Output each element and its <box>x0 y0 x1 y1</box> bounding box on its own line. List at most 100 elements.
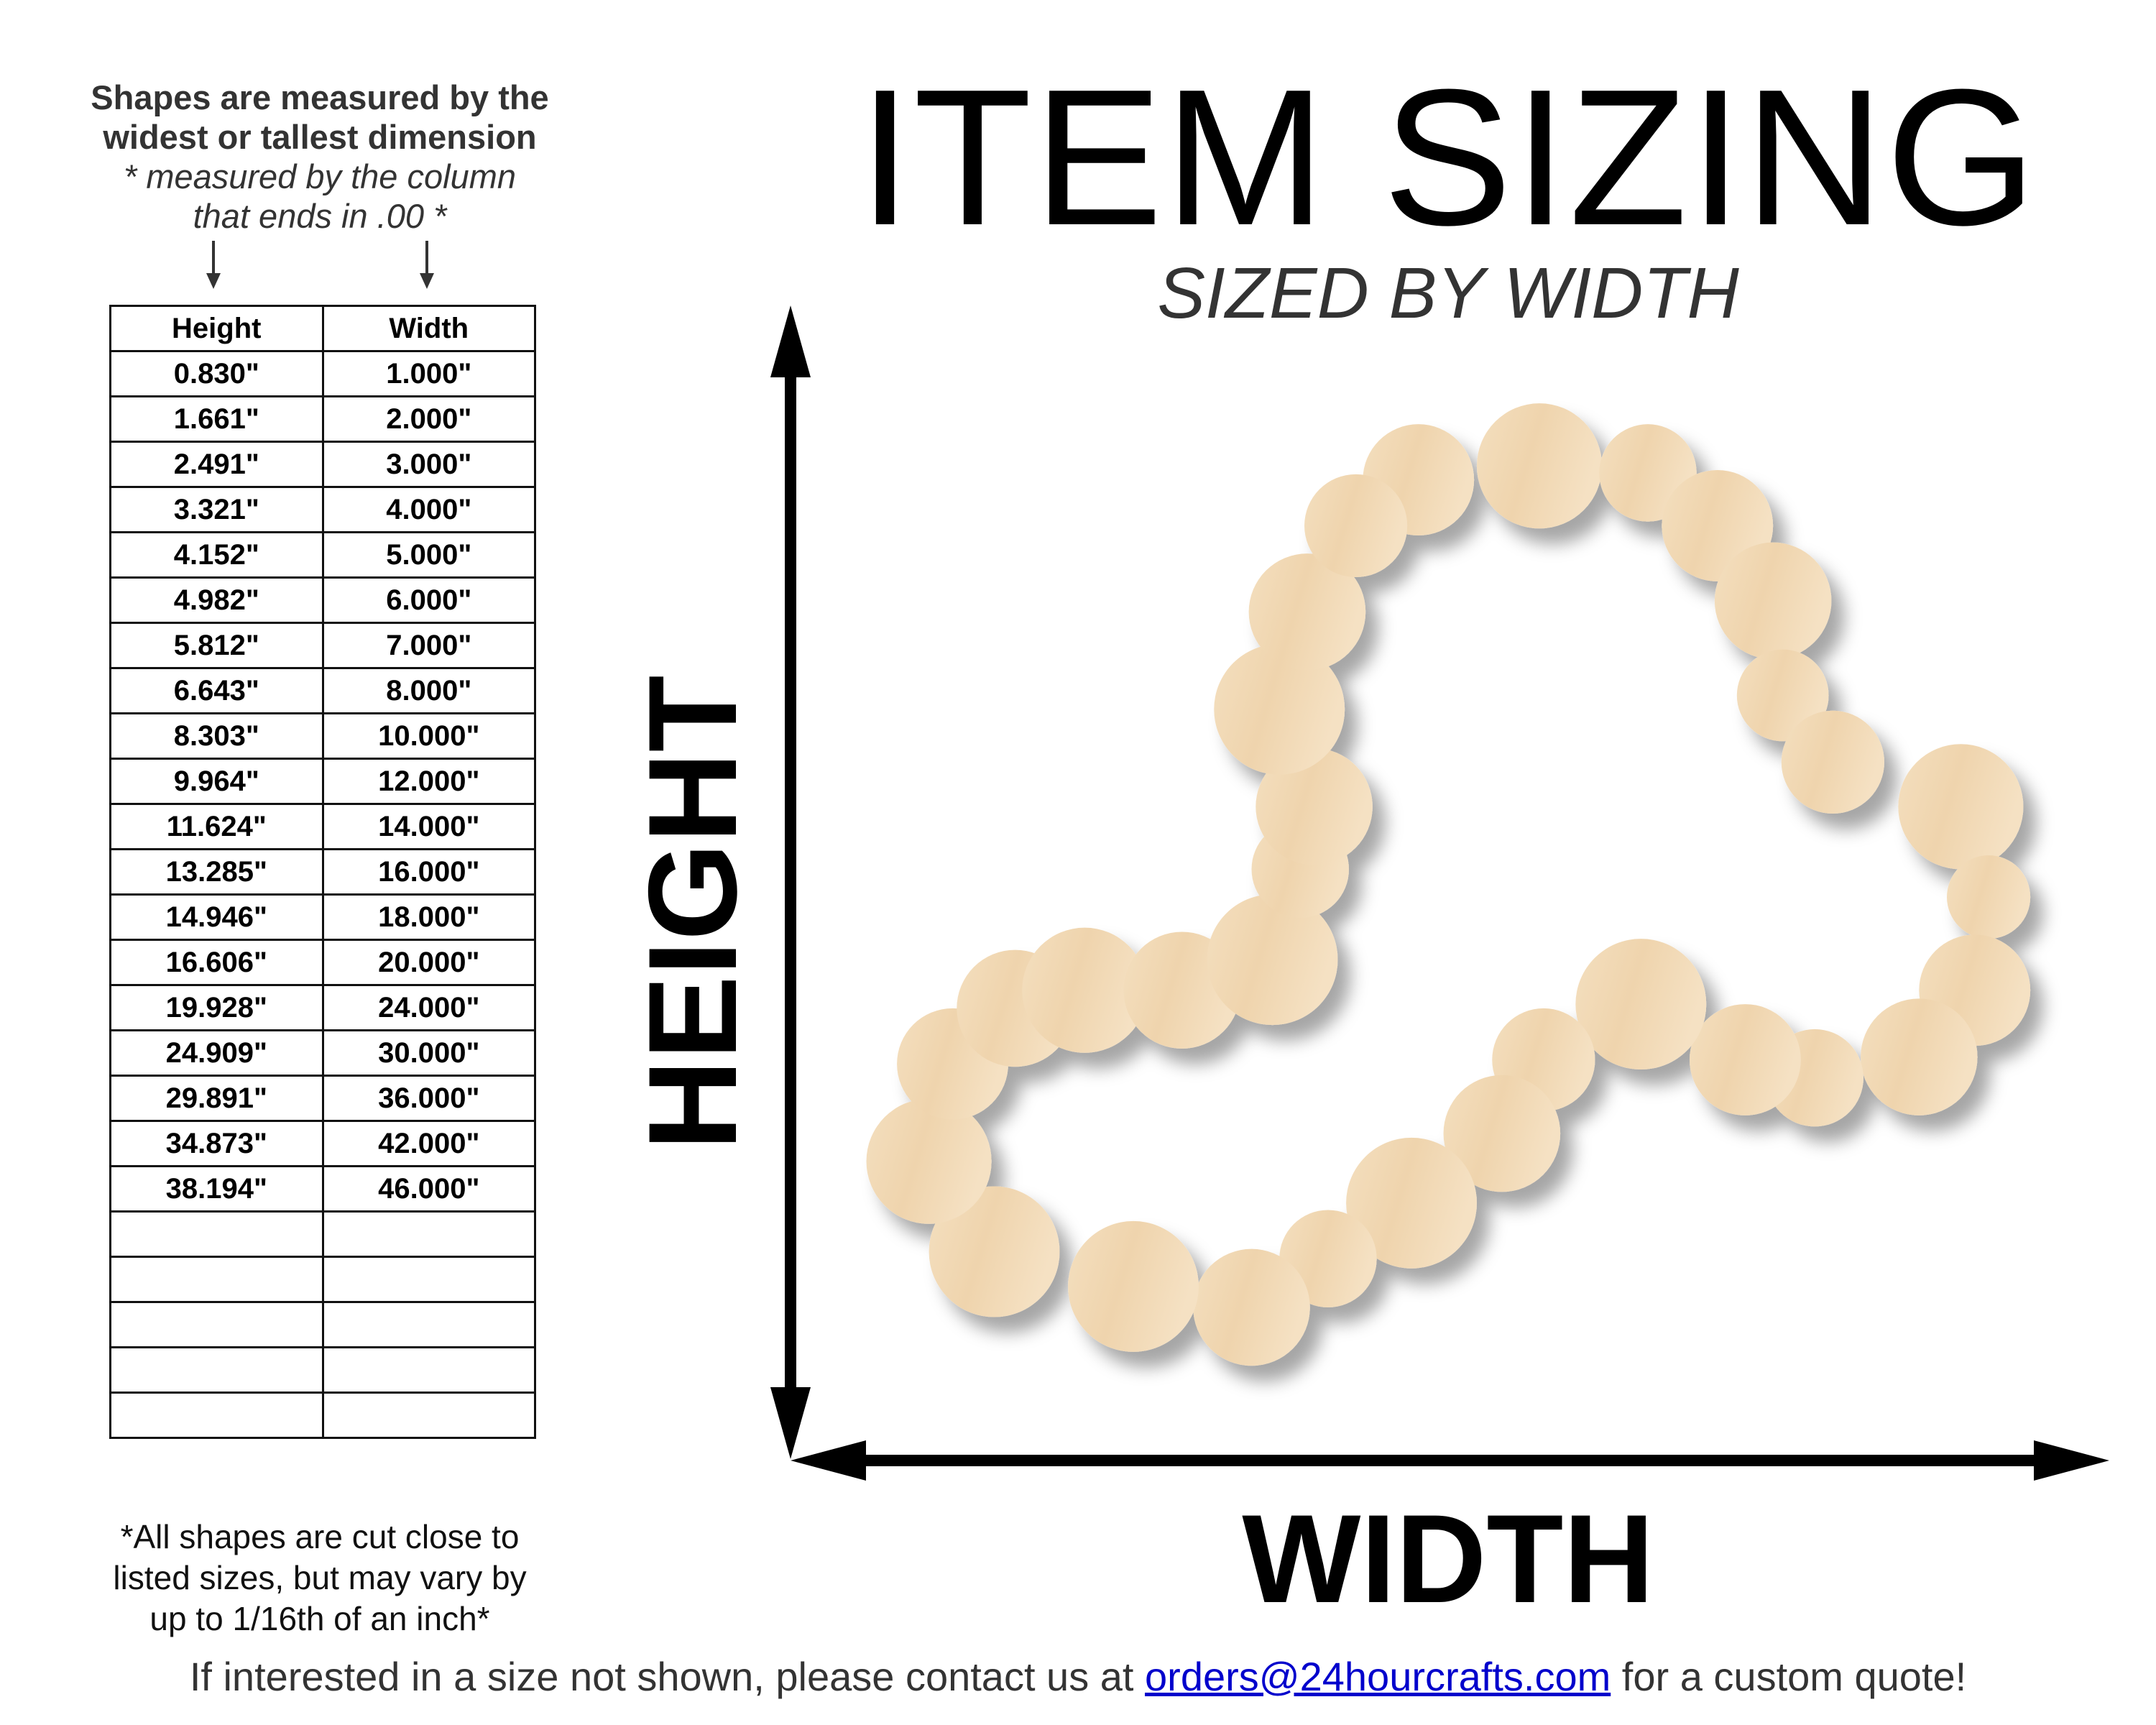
table-row: 11.624" 14.000" <box>109 803 536 850</box>
table-row: 14.946" 18.000" <box>109 893 536 941</box>
measurement-note: Shapes are measured by the widest or tal… <box>43 78 596 236</box>
table-body: 0.830" 1.000" 1.661" 2.000" 2.491" 3.000" 3.32… <box>109 350 536 1439</box>
width-cell <box>321 1346 536 1394</box>
height-cell <box>109 1210 324 1258</box>
bubble <box>1346 1137 1477 1269</box>
table-row: 16.606" 20.000" <box>109 939 536 986</box>
bubble <box>1304 474 1408 578</box>
table-row: 24.909" 30.000" <box>109 1029 536 1077</box>
height-cell: 6.643" <box>109 667 324 714</box>
width-cell: 16.000" <box>321 848 536 896</box>
table-row: 4.152" 5.000" <box>109 531 536 579</box>
height-cell: 14.946" <box>109 893 324 941</box>
bubble-heart-shape <box>866 403 2031 1366</box>
bubble <box>1736 649 1829 742</box>
height-cell: 3.321" <box>109 486 324 533</box>
bubble <box>866 1098 992 1224</box>
down-arrow-icon <box>420 241 434 289</box>
height-cell: 5.812" <box>109 622 324 669</box>
width-cell: 18.000" <box>321 893 536 941</box>
width-cell: 6.000" <box>321 576 536 624</box>
width-cell: 36.000" <box>321 1075 536 1122</box>
note-line: widest or tallest dimension <box>103 118 537 156</box>
width-cell: 10.000" <box>321 712 536 760</box>
height-cell: 11.624" <box>109 803 324 850</box>
bubble <box>1214 643 1345 775</box>
width-cell: 7.000" <box>321 622 536 669</box>
width-cell <box>321 1256 536 1303</box>
table-row <box>109 1210 536 1258</box>
height-cell: 4.982" <box>109 576 324 624</box>
width-cell <box>321 1210 536 1258</box>
note-line: *All shapes are cut close to <box>120 1518 520 1555</box>
footer-text: If interested in a size not shown, pleas… <box>189 1654 1146 1699</box>
width-cell: 1.000" <box>321 350 536 397</box>
table-row: 13.285" 16.000" <box>109 848 536 896</box>
table-row <box>109 1346 536 1394</box>
bubble <box>929 1186 1060 1317</box>
width-cell: 14.000" <box>321 803 536 850</box>
table-row: 5.812" 7.000" <box>109 622 536 669</box>
bubble <box>1575 939 1707 1070</box>
table-row: 3.321" 4.000" <box>109 486 536 533</box>
height-cell <box>109 1346 324 1394</box>
table-row <box>109 1256 536 1303</box>
width-label: WIDTH <box>1242 1489 1654 1629</box>
width-cell: 2.000" <box>321 395 536 443</box>
table-row: 9.964" 12.000" <box>109 758 536 805</box>
height-cell: 9.964" <box>109 758 324 805</box>
table-header-row: Height Width <box>109 305 536 352</box>
table-row: 2.491" 3.000" <box>109 441 536 488</box>
width-arrow <box>791 1440 2109 1481</box>
width-cell: 24.000" <box>321 984 536 1031</box>
bubble <box>1207 894 1338 1026</box>
table-row: 4.982" 6.000" <box>109 576 536 624</box>
note-line: listed sizes, but may vary by <box>113 1559 527 1596</box>
bubble <box>1248 553 1366 671</box>
bubble <box>1861 998 1978 1116</box>
table-row: 38.194" 46.000" <box>109 1165 536 1213</box>
table-row: 8.303" 10.000" <box>109 712 536 760</box>
bubble <box>1443 1075 1561 1192</box>
width-cell: 8.000" <box>321 667 536 714</box>
table-row <box>109 1301 536 1348</box>
height-cell: 29.891" <box>109 1075 324 1122</box>
bubble <box>1947 855 2031 939</box>
email-link[interactable]: orders@24hourcrafts.com <box>1145 1654 1611 1699</box>
column-header-height: Height <box>109 305 324 352</box>
down-arrow-icon <box>206 241 221 289</box>
table-row: 1.661" 2.000" <box>109 395 536 443</box>
width-cell: 4.000" <box>321 486 536 533</box>
bubble <box>1193 1248 1310 1366</box>
column-header-width: Width <box>321 305 536 352</box>
cut-tolerance-note: *All shapes are cut close to listed size… <box>43 1517 596 1639</box>
table-row: 6.643" 8.000" <box>109 667 536 714</box>
width-cell: 46.000" <box>321 1165 536 1213</box>
footer-contact: If interested in a size not shown, pleas… <box>0 1653 2156 1701</box>
table-row: 29.891" 36.000" <box>109 1075 536 1122</box>
height-cell <box>109 1392 324 1439</box>
height-cell: 8.303" <box>109 712 324 760</box>
width-cell: 5.000" <box>321 531 536 579</box>
width-cell: 12.000" <box>321 758 536 805</box>
width-cell <box>321 1392 536 1439</box>
height-cell: 38.194" <box>109 1165 324 1213</box>
note-line: * measured by the column <box>123 157 516 196</box>
page-subtitle: SIZED BY WIDTH <box>1157 253 1739 334</box>
height-cell: 34.873" <box>109 1120 324 1167</box>
bubble <box>1068 1220 1199 1352</box>
bubble <box>1022 927 1148 1053</box>
table-row: 0.830" 1.000" <box>109 350 536 397</box>
table-row: 34.873" 42.000" <box>109 1120 536 1167</box>
height-cell: 4.152" <box>109 531 324 579</box>
width-cell: 30.000" <box>321 1029 536 1077</box>
height-cell: 1.661" <box>109 395 324 443</box>
table-row: 19.928" 24.000" <box>109 984 536 1031</box>
footer-text: for a custom quote! <box>1611 1654 1967 1699</box>
height-arrow <box>770 305 811 1459</box>
page-title: ITEM SIZING <box>858 50 2038 266</box>
height-cell: 16.606" <box>109 939 324 986</box>
bubble <box>1690 1004 1801 1116</box>
bubble <box>1898 744 2024 870</box>
